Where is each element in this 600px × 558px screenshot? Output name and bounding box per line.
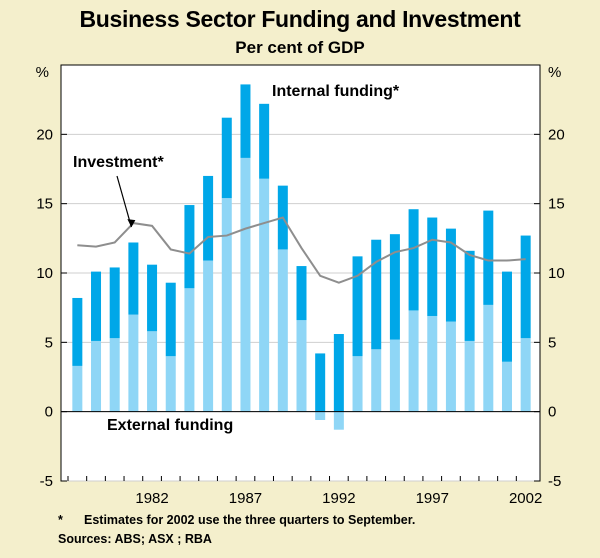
bar-internal-funding <box>72 297 83 366</box>
bar-external-funding <box>165 356 176 412</box>
y-tick-label-left: -5 <box>40 473 53 490</box>
annotation-investment: Investment* <box>73 154 164 171</box>
footnote-text: Estimates for 2002 use the three quarter… <box>84 513 416 527</box>
bar-external-funding <box>464 340 475 412</box>
bar-internal-funding <box>91 271 102 341</box>
bar-external-funding <box>221 198 232 412</box>
y-tick-label-right: 10 <box>548 265 565 282</box>
bar-external-funding <box>259 178 270 412</box>
bar-external-funding <box>109 338 120 412</box>
y-tick-label-right: -5 <box>548 473 561 490</box>
investment-arrowhead <box>127 219 136 228</box>
bar-internal-funding <box>520 235 531 339</box>
bar-internal-funding <box>259 103 270 179</box>
bar-external-funding <box>333 411 344 430</box>
footnote-marker: * <box>58 513 63 527</box>
y-axis-unit-right: % <box>548 64 561 81</box>
bar-internal-funding <box>501 271 512 362</box>
bar-external-funding <box>389 339 400 412</box>
y-tick-label-right: 0 <box>548 404 556 421</box>
bar-external-funding <box>277 249 288 412</box>
bar-internal-funding <box>128 242 139 315</box>
bar-internal-funding <box>371 239 382 350</box>
bar-internal-funding <box>165 282 176 357</box>
bar-external-funding <box>371 349 382 412</box>
bar-internal-funding <box>184 205 195 289</box>
bar-internal-funding <box>147 264 158 332</box>
annotation-internal-funding: Internal funding* <box>272 83 400 100</box>
bar-internal-funding <box>221 117 232 199</box>
x-tick-label: 1992 <box>322 490 355 507</box>
bar-internal-funding <box>445 228 456 322</box>
bar-external-funding <box>72 365 83 412</box>
bar-external-funding <box>445 321 456 412</box>
chart-subtitle: Per cent of GDP <box>235 38 365 57</box>
x-tick-label: 1987 <box>229 490 262 507</box>
bar-internal-funding <box>464 250 475 341</box>
y-tick-label-left: 5 <box>45 334 53 351</box>
bar-internal-funding <box>352 256 363 357</box>
bar-external-funding <box>128 314 139 412</box>
y-tick-label-right: 15 <box>548 196 565 213</box>
bar-external-funding <box>91 340 102 412</box>
y-tick-label-left: 15 <box>36 196 53 213</box>
footnote: * Estimates for 2002 use the three quarte… <box>58 513 415 527</box>
bar-internal-funding <box>203 175 214 261</box>
y-tick-label-right: 5 <box>548 334 556 351</box>
annotation-external-funding: External funding <box>107 417 233 434</box>
y-axis-unit-left: % <box>36 64 49 81</box>
y-tick-label-right: 20 <box>548 126 565 143</box>
bar-external-funding <box>427 315 438 412</box>
bar-internal-funding <box>483 210 494 305</box>
bar-internal-funding <box>296 266 307 321</box>
x-tick-label: 2002 <box>509 490 542 507</box>
y-tick-label-left: 20 <box>36 126 53 143</box>
bar-external-funding <box>501 361 512 412</box>
bar-internal-funding <box>240 84 251 158</box>
bar-external-funding <box>483 304 494 412</box>
x-tick-label: 1997 <box>416 490 449 507</box>
bar-internal-funding <box>389 234 400 340</box>
bar-internal-funding <box>315 353 326 412</box>
bar-external-funding <box>203 260 214 412</box>
bar-external-funding <box>240 157 251 412</box>
bar-external-funding <box>408 310 419 412</box>
bar-internal-funding <box>427 217 438 316</box>
bar-external-funding <box>315 411 326 420</box>
bar-external-funding <box>352 356 363 412</box>
x-tick-label: 1982 <box>135 490 168 507</box>
bar-external-funding <box>147 331 158 412</box>
bar-external-funding <box>296 320 307 412</box>
bar-internal-funding <box>333 334 344 412</box>
bar-external-funding <box>520 338 531 412</box>
investment-line <box>77 216 526 284</box>
y-tick-label-left: 0 <box>45 404 53 421</box>
y-tick-label-left: 10 <box>36 265 53 282</box>
bar-internal-funding <box>109 267 120 339</box>
bar-external-funding <box>184 288 195 412</box>
chart-title: Business Sector Funding and Investment <box>79 6 521 32</box>
sources-note: Sources: ABS; ASX ; RBA <box>58 532 212 546</box>
bar-internal-funding <box>408 209 419 311</box>
